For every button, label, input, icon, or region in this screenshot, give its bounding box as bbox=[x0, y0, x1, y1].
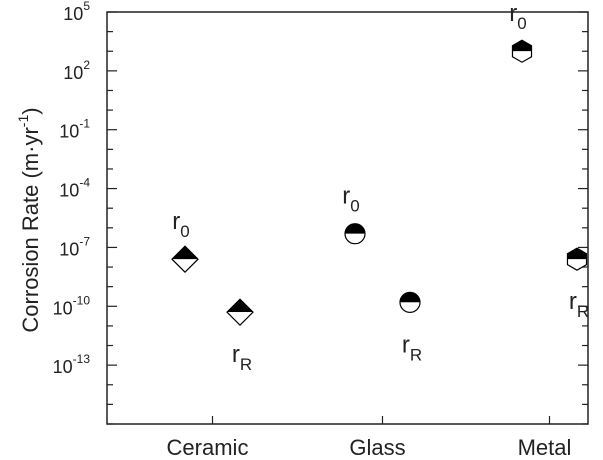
marker-bottom-half bbox=[345, 233, 365, 244]
point-label-r0: r0 bbox=[509, 0, 526, 33]
point-labels: r0 rR r0 rR r0 rR bbox=[172, 0, 589, 374]
y-axis-label-superscript: -1 bbox=[15, 115, 31, 128]
x-tick-label-ceramic: Ceramic bbox=[167, 435, 249, 460]
marker-bottom-half bbox=[400, 302, 420, 313]
y-tick-label: 105 bbox=[63, 0, 90, 24]
marker-metal-r0 bbox=[511, 39, 533, 63]
marker-top-half bbox=[172, 246, 198, 260]
y-tick-label: 10-4 bbox=[59, 176, 90, 201]
marker-glass-rR bbox=[399, 291, 421, 313]
point-label-rR: rR bbox=[402, 331, 422, 364]
marker-bottom-half bbox=[227, 312, 253, 326]
y-ticks: 105 102 10-1 10-4 10-7 10-10 10-13 bbox=[53, 0, 588, 425]
marker-outline bbox=[566, 247, 588, 271]
point-label-r0: r0 bbox=[342, 183, 359, 216]
marker-ceramic-r0 bbox=[171, 245, 199, 274]
x-ticks: Ceramic Glass Metal bbox=[167, 416, 572, 460]
y-tick-label: 102 bbox=[63, 58, 90, 83]
x-tick-label-glass: Glass bbox=[349, 435, 405, 460]
marker-outline bbox=[171, 245, 199, 274]
marker-ceramic-rR bbox=[226, 298, 254, 327]
y-axis-label-main: Corrosion Rate (m·yr bbox=[18, 127, 43, 332]
marker-outline bbox=[344, 223, 366, 245]
y-axis-label: Corrosion Rate (m·yr-1) bbox=[15, 107, 43, 332]
y-tick-label: 10-13 bbox=[53, 352, 91, 377]
marker-outline bbox=[511, 39, 533, 63]
y-axis-label-suffix: ) bbox=[18, 107, 43, 114]
point-label-rR: rR bbox=[232, 341, 252, 374]
marker-bottom-half bbox=[172, 259, 198, 273]
marker-glass-r0 bbox=[344, 223, 366, 245]
point-label-rR: rR bbox=[569, 288, 589, 321]
axes bbox=[106, 11, 589, 425]
x-tick-label-metal: Metal bbox=[518, 435, 572, 460]
data-markers bbox=[171, 39, 588, 327]
marker-metal-rR bbox=[566, 247, 588, 271]
marker-outline bbox=[226, 298, 254, 327]
marker-bottom-half bbox=[567, 259, 587, 271]
marker-outline bbox=[399, 291, 421, 313]
plot-frame bbox=[106, 11, 589, 425]
marker-top-half bbox=[567, 248, 587, 260]
y-tick-label: 10-10 bbox=[53, 293, 91, 318]
marker-top-half bbox=[345, 223, 365, 234]
marker-top-half bbox=[227, 299, 253, 313]
marker-bottom-half bbox=[512, 51, 532, 63]
point-label-r0: r0 bbox=[172, 208, 189, 241]
marker-top-half bbox=[400, 292, 420, 303]
y-tick-label: 10-7 bbox=[59, 234, 90, 259]
marker-top-half bbox=[512, 40, 532, 52]
y-tick-label: 10-1 bbox=[59, 117, 90, 142]
